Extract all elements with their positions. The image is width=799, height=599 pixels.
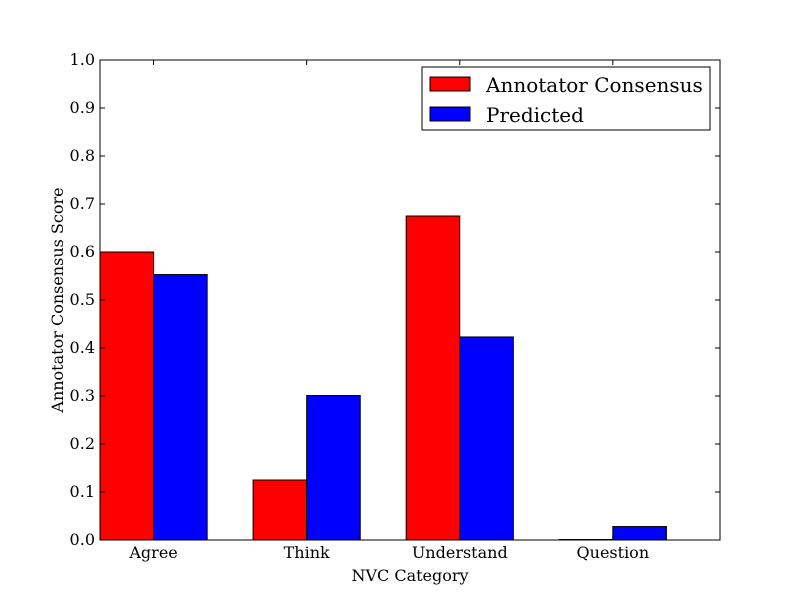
y-tick-label: 0.3 bbox=[70, 386, 95, 405]
y-tick-label: 0.1 bbox=[70, 482, 95, 501]
bar-predicted-question bbox=[612, 526, 667, 541]
bar-consensus-understand bbox=[405, 215, 461, 541]
y-tick-label: 0.4 bbox=[70, 338, 95, 357]
bar-predicted-understand bbox=[459, 336, 514, 541]
legend-label-predicted: Predicted bbox=[486, 103, 584, 127]
bars-layer bbox=[99, 215, 667, 541]
x-tick-label-agree: Agree bbox=[128, 543, 177, 562]
ticks-layer: 0.0 0.1 0.2 0.3 0.4 0.5 0.6 0.7 0.8 0.9 1.0 Agree Th… bbox=[70, 50, 720, 562]
y-tick-label: 0.5 bbox=[70, 290, 95, 309]
bar-consensus-agree bbox=[99, 251, 155, 541]
legend: Annotator Consensus Predicted bbox=[421, 66, 711, 131]
legend-label-consensus: Annotator Consensus bbox=[485, 73, 703, 97]
bar-predicted-think bbox=[306, 395, 361, 541]
y-tick-label: 0.2 bbox=[70, 434, 95, 453]
y-tick-label: 0.8 bbox=[70, 146, 95, 165]
x-tick-label-understand: Understand bbox=[412, 543, 508, 562]
legend-swatch-consensus bbox=[429, 76, 471, 92]
x-tick-label-question: Question bbox=[577, 543, 650, 562]
y-tick-label: 1.0 bbox=[70, 50, 95, 69]
y-axis-label: Annotator Consensus Score bbox=[48, 187, 67, 413]
y-tick-label: 0.7 bbox=[70, 194, 95, 213]
bar-consensus-think bbox=[252, 479, 308, 541]
x-tick-label-think: Think bbox=[284, 543, 330, 562]
x-axis-label: NVC Category bbox=[351, 566, 468, 585]
plot-frame bbox=[99, 59, 721, 541]
legend-swatch-predicted bbox=[429, 106, 471, 122]
y-tick-label: 0.0 bbox=[70, 530, 95, 549]
bar-predicted-agree bbox=[153, 274, 208, 541]
y-tick-label: 0.6 bbox=[70, 242, 95, 261]
y-tick-label: 0.9 bbox=[70, 98, 95, 117]
